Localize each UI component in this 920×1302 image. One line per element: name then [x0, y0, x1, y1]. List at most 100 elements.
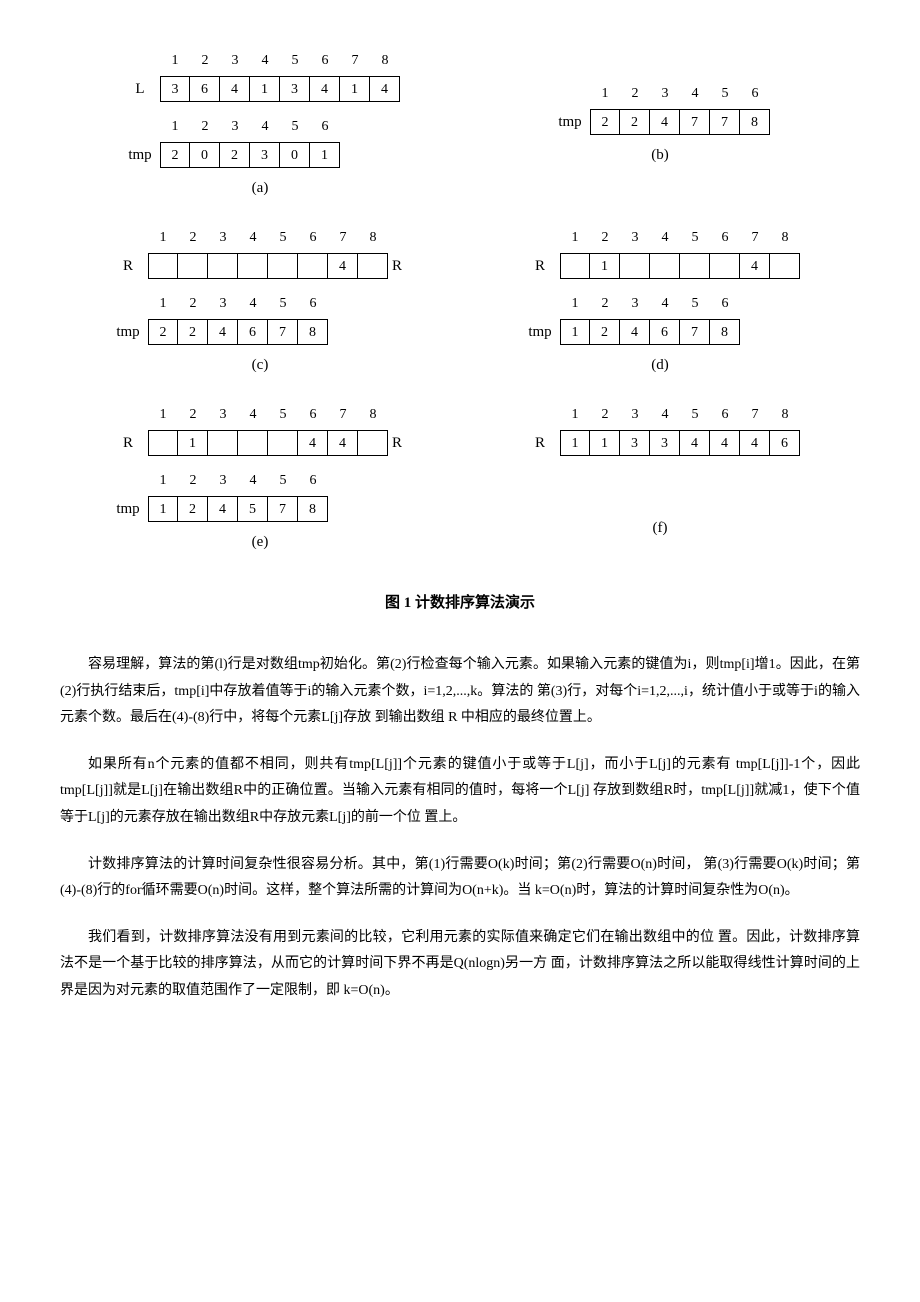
index: 4 [238, 470, 268, 492]
cell [268, 430, 298, 456]
cell: 1 [250, 76, 280, 102]
cell: 1 [340, 76, 370, 102]
index: 1 [560, 404, 590, 426]
index: 7 [328, 404, 358, 426]
cell: 2 [160, 142, 190, 168]
cell: 4 [650, 109, 680, 135]
panel-b: 1 2 3 4 5 6 tmp 2 2 4 7 7 8 [470, 50, 850, 197]
cell: 7 [710, 109, 740, 135]
index: 3 [620, 227, 650, 249]
index: 1 [160, 116, 190, 138]
index: 8 [358, 404, 388, 426]
cell [238, 253, 268, 279]
cell: 3 [250, 142, 280, 168]
index: 1 [148, 470, 178, 492]
index: 6 [710, 404, 740, 426]
cell: 4 [740, 430, 770, 456]
array-label-R: R [108, 258, 148, 275]
cell [208, 253, 238, 279]
index: 5 [680, 293, 710, 315]
index: 6 [298, 293, 328, 315]
cell: 4 [710, 430, 740, 456]
cell [298, 253, 328, 279]
cell: 4 [220, 76, 250, 102]
cell: 2 [590, 109, 620, 135]
cell [620, 253, 650, 279]
cell [148, 430, 178, 456]
array-label-R: R [520, 435, 560, 452]
index: 4 [650, 404, 680, 426]
cell: 3 [620, 430, 650, 456]
cell: 4 [620, 319, 650, 345]
index: 2 [590, 293, 620, 315]
cell [208, 430, 238, 456]
index: 2 [590, 404, 620, 426]
cell: 7 [268, 496, 298, 522]
paragraph-1: 容易理解，算法的第(l)行是对数组tmp初始化。第(2)行检查每个输入元素。如果… [60, 652, 860, 732]
cell: 8 [710, 319, 740, 345]
index: 6 [298, 470, 328, 492]
cell: 4 [328, 253, 358, 279]
cell: 4 [208, 496, 238, 522]
index: 6 [710, 227, 740, 249]
cell [178, 253, 208, 279]
cell: 2 [178, 496, 208, 522]
cell [268, 253, 298, 279]
cell [358, 253, 388, 279]
cell: 3 [160, 76, 190, 102]
index: 2 [178, 293, 208, 315]
panel-c: 1 2 3 4 5 6 7 8 R [70, 227, 450, 374]
cell: 5 [238, 496, 268, 522]
cell: 8 [298, 496, 328, 522]
cell: 8 [298, 319, 328, 345]
cell: 8 [740, 109, 770, 135]
index: 3 [208, 293, 238, 315]
cell [148, 253, 178, 279]
index: 6 [310, 116, 340, 138]
array-label-tmp: tmp [108, 501, 148, 518]
index: 7 [340, 50, 370, 72]
index: 7 [740, 227, 770, 249]
index: 1 [148, 227, 178, 249]
index: 1 [560, 293, 590, 315]
index: 8 [358, 227, 388, 249]
cell: 7 [680, 109, 710, 135]
array-label-tmp: tmp [550, 114, 590, 131]
index: 8 [770, 404, 800, 426]
index: 1 [590, 83, 620, 105]
panel-caption-a: (a) [252, 180, 269, 197]
cell: 4 [680, 430, 710, 456]
panel-d: 1 2 3 4 5 6 7 8 R 1 [470, 227, 850, 374]
index: 5 [710, 83, 740, 105]
index: 4 [680, 83, 710, 105]
index: 7 [328, 227, 358, 249]
cell [680, 253, 710, 279]
index: 2 [178, 404, 208, 426]
index: 3 [220, 116, 250, 138]
index: 2 [620, 83, 650, 105]
index: 8 [370, 50, 400, 72]
index: 6 [710, 293, 740, 315]
figure-caption: 图 1 计数排序算法演示 [60, 591, 860, 612]
cell: 0 [190, 142, 220, 168]
index: 8 [770, 227, 800, 249]
index: 1 [148, 293, 178, 315]
cell: 1 [590, 253, 620, 279]
cell: 1 [560, 430, 590, 456]
panel-a: 1 2 3 4 5 6 7 8 L 3 6 4 1 3 4 [70, 50, 450, 197]
index: 5 [680, 404, 710, 426]
array-label-R: R [520, 258, 560, 275]
index: 3 [208, 227, 238, 249]
index: 4 [238, 293, 268, 315]
index: 7 [740, 404, 770, 426]
index: 2 [178, 227, 208, 249]
cell [358, 430, 388, 456]
index: 3 [220, 50, 250, 72]
index: 4 [250, 50, 280, 72]
cell: 3 [650, 430, 680, 456]
cell [560, 253, 590, 279]
index: 2 [178, 470, 208, 492]
cell: 1 [178, 430, 208, 456]
cell: 1 [590, 430, 620, 456]
cell: 4 [298, 430, 328, 456]
